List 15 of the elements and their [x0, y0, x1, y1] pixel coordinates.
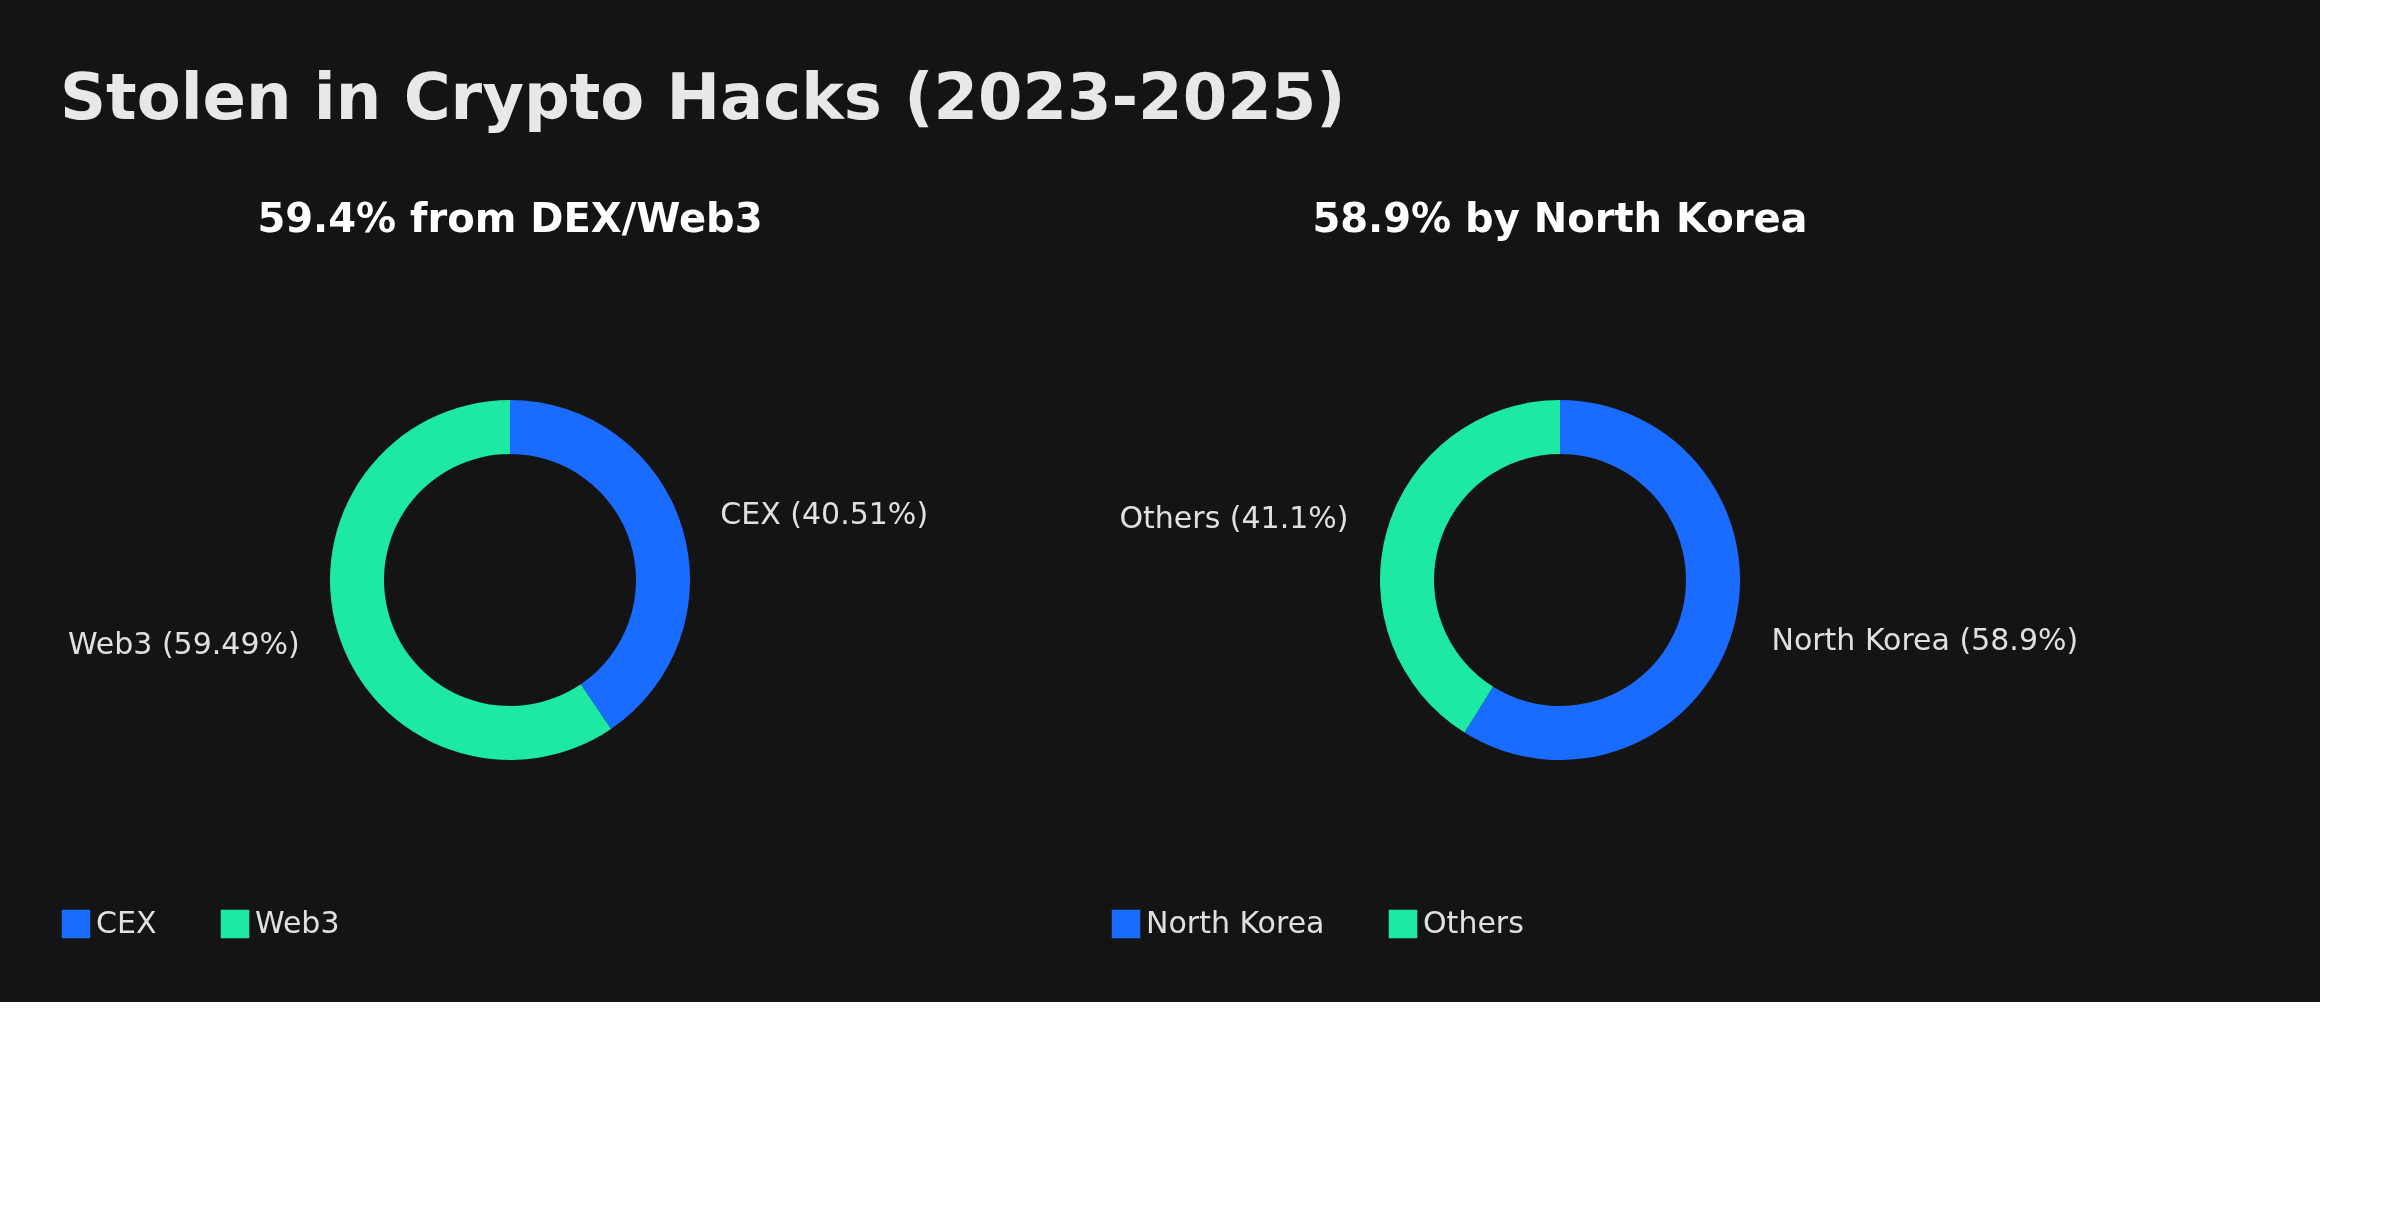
data-label: North Korea (58.9%)	[1771, 621, 2079, 657]
legend-label: North Korea	[1146, 905, 1325, 940]
chart-title: 58.9% by North Korea	[1312, 195, 1808, 241]
legend-label: Web3	[255, 905, 340, 940]
data-label: Web3 (59.49%)	[67, 625, 300, 661]
donut-slice	[1464, 400, 1740, 760]
data-label: CEX (40.51%)	[720, 496, 929, 532]
text: Stolen in Crypto Hacks (2023-2025)	[60, 60, 1346, 134]
donut-slice	[330, 400, 612, 760]
legend-label: CEX	[96, 905, 157, 940]
data-label: Others (41.1%)	[1119, 500, 1349, 536]
donut-slice	[510, 400, 690, 729]
chart-title: 59.4% from DEX/Web3	[257, 195, 763, 241]
legend-label: Others	[1423, 905, 1524, 940]
donut-slice	[1380, 400, 1560, 733]
